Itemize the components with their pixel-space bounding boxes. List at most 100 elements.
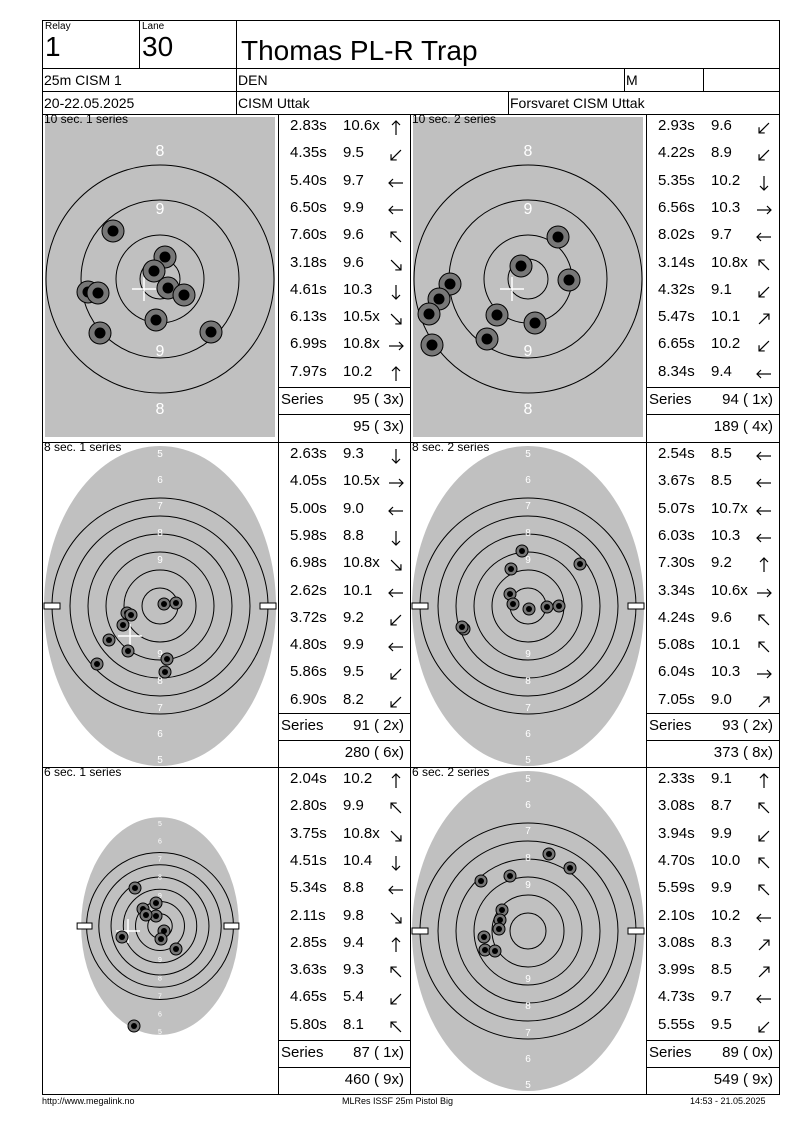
direction-arrow-icon [755, 827, 773, 845]
direction-arrow-icon [755, 881, 773, 899]
shot-row: 4.73s 9.7 [647, 986, 779, 1013]
shot-score: 8.9 [711, 144, 732, 162]
direction-arrow-icon [387, 909, 405, 927]
club-cell: Forsvaret CISM Uttak [508, 91, 780, 115]
ring-number: 5 [157, 755, 163, 766]
series-title: 10 sec. 1 series [44, 115, 129, 126]
shot-hole [495, 903, 509, 917]
shot-score: 10.1 [343, 581, 373, 599]
shot-row: 4.32s 9.1 [647, 279, 779, 306]
shot-time: 2.83s [290, 117, 327, 134]
shot-row: 2.62s 10.1 [279, 580, 410, 607]
direction-arrow-icon [387, 447, 405, 465]
shot-score: 9.4 [711, 362, 732, 380]
ring-number: 6 [525, 475, 531, 486]
direction-arrow-icon [755, 474, 773, 492]
shots-panel: 2.54s 8.5 3.67s 8.5 5.07s 10.7x 6.03s 10.3 7.30s… [646, 442, 780, 767]
series-label: Series [281, 717, 324, 734]
target-ring [105, 551, 215, 661]
shot-row: 6.13s 10.5x [279, 306, 410, 333]
shot-time: 4.61s [290, 280, 327, 298]
shot-time: 4.35s [290, 144, 327, 162]
shot-time: 6.56s [658, 198, 695, 216]
shot-row: 7.97s 10.2 [279, 361, 410, 388]
shot-row: 3.34s 10.6x [647, 580, 779, 607]
shot-time: 4.24s [658, 608, 695, 626]
target-bar [627, 602, 645, 610]
shot-time: 2.33s [658, 770, 695, 787]
shot-score: 10.5x [343, 308, 380, 326]
series-total: 89 ( 0x) [722, 1044, 773, 1061]
shot-row: 4.05s 10.5x [279, 470, 410, 497]
direction-arrow-icon [387, 638, 405, 656]
center-cross [118, 624, 142, 648]
direction-arrow-icon [755, 337, 773, 355]
shot-time: 8.34s [658, 362, 695, 380]
shot-score: 9.9 [711, 824, 732, 842]
direction-arrow-icon [755, 584, 773, 602]
series-total: 91 ( 2x) [353, 717, 404, 734]
gender: M [626, 72, 638, 88]
shot-time: 5.55s [658, 1015, 695, 1033]
shot-time: 6.04s [658, 663, 695, 681]
shot-score: 9.7 [711, 226, 732, 244]
shot-row: 6.56s 10.3 [647, 197, 779, 224]
direction-arrow-icon [387, 310, 405, 328]
shot-hole [128, 881, 142, 895]
direction-arrow-icon [755, 1018, 773, 1036]
shot-hole [154, 932, 168, 946]
event-name: 25m CISM 1 [44, 72, 122, 88]
shot-row: 2.33s 9.1 [647, 768, 779, 795]
shot-hole [563, 861, 577, 875]
target-ring [122, 888, 198, 964]
shot-score: 10.2 [343, 770, 373, 787]
relay-value: 1 [45, 31, 61, 62]
shot-hole [417, 302, 441, 326]
direction-arrow-icon [387, 665, 405, 683]
shot-hole [515, 544, 529, 558]
ring-number: 9 [157, 649, 163, 660]
shot-score: 8.3 [711, 933, 732, 951]
direction-arrow-icon [387, 146, 405, 164]
direction-arrow-icon [755, 201, 773, 219]
shot-score: 10.6x [711, 581, 748, 599]
series-total: 95 ( 3x) [353, 391, 404, 408]
direction-arrow-icon [387, 556, 405, 574]
shot-row: 4.22s 8.9 [647, 142, 779, 169]
series-title: 6 sec. 1 series [44, 767, 122, 779]
ring-number: 9 [525, 974, 531, 985]
shot-time: 5.59s [658, 879, 695, 897]
shot-row: 4.80s 9.9 [279, 634, 410, 661]
shot-score: 10.3 [343, 280, 373, 298]
ring-number: 5 [158, 821, 162, 828]
lane-label: Lane [142, 21, 165, 32]
series-total-row: Series 87 ( 1x) [279, 1040, 410, 1067]
direction-arrow-icon [755, 174, 773, 192]
shot-score: 9.2 [343, 608, 364, 626]
ring-number: 8 [525, 676, 531, 687]
ring-number: 5 [525, 449, 531, 460]
shot-row: 3.08s 8.3 [647, 932, 779, 959]
shot-score: 10.1 [711, 308, 741, 326]
shot-time: 5.86s [290, 663, 327, 681]
series-total: 93 ( 2x) [722, 717, 773, 734]
ring-number: 8 [157, 676, 163, 687]
direction-arrow-icon [387, 611, 405, 629]
shot-score: 10.3 [711, 526, 741, 544]
shot-row: 5.98s 8.8 [279, 525, 410, 552]
direction-arrow-icon [387, 529, 405, 547]
direction-arrow-icon [387, 772, 405, 790]
shot-row: 5.40s 9.7 [279, 170, 410, 197]
shot-hole [121, 644, 135, 658]
shots-panel: 2.33s 9.1 3.08s 8.7 3.94s 9.9 4.70s 10.0 5.59s 9.… [646, 767, 780, 1094]
shot-row: 3.67s 8.5 [647, 470, 779, 497]
running-total-row: 280 ( 6x) [279, 740, 410, 767]
ring-number: 9 [525, 555, 531, 566]
direction-arrow-icon [387, 256, 405, 274]
target-area: 6 sec. 2 series 5 6 7 8 9 9 8 7 6 5 [410, 767, 646, 1094]
shot-row: 6.03s 10.3 [647, 525, 779, 552]
direction-arrow-icon [755, 256, 773, 274]
direction-arrow-icon [387, 963, 405, 981]
shot-score: 10.8x [711, 253, 748, 271]
series-label: Series [649, 391, 692, 408]
